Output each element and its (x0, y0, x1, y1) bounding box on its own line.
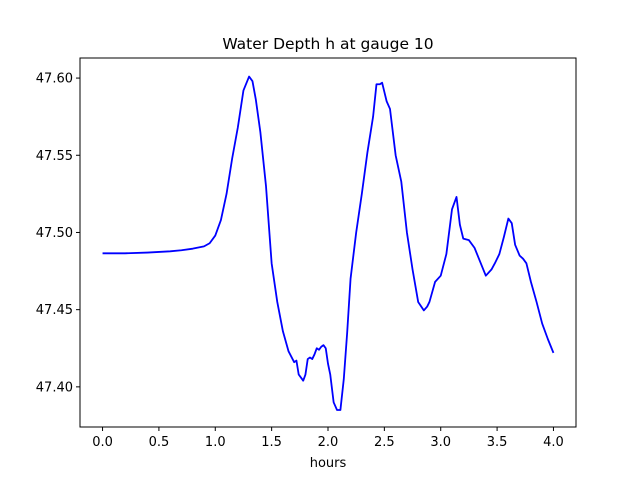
y-tick-label: 47.60 (36, 72, 73, 87)
y-tick-label: 47.55 (36, 149, 73, 164)
chart-title: Water Depth h at gauge 10 (222, 35, 433, 53)
plot-area (102, 75, 555, 411)
y-axis: 47.40 47.45 47.50 47.55 47.60 (36, 72, 80, 395)
x-tick-label: 0.0 (92, 435, 113, 450)
x-tick-label: 1.5 (261, 435, 282, 450)
x-tick-label: 3.5 (487, 435, 508, 450)
y-tick-label: 47.50 (36, 226, 73, 241)
x-tick-label: 3.0 (430, 435, 451, 450)
x-tick-label: 2.5 (374, 435, 395, 450)
series-line-0 (102, 75, 555, 411)
x-axis-label: hours (310, 456, 347, 471)
x-tick-label: 1.0 (205, 435, 226, 450)
x-axis: 0.0 0.5 1.0 1.5 2.0 2.5 3.0 3.5 4.0 (92, 427, 564, 450)
x-tick-label: 2.0 (318, 435, 339, 450)
y-tick-label: 47.40 (36, 380, 73, 395)
x-tick-label: 0.5 (149, 435, 170, 450)
y-tick-label: 47.45 (36, 303, 73, 318)
x-tick-label: 4.0 (543, 435, 564, 450)
